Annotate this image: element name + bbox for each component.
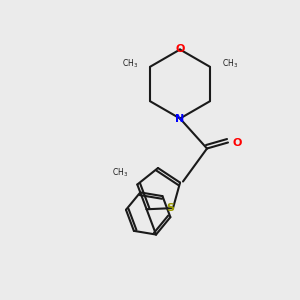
Text: S: S — [166, 203, 174, 213]
Text: N: N — [176, 113, 184, 124]
Text: CH$_3$: CH$_3$ — [222, 58, 238, 70]
Text: O: O — [175, 44, 185, 55]
Text: CH$_3$: CH$_3$ — [112, 166, 128, 178]
Text: CH$_3$: CH$_3$ — [122, 58, 138, 70]
Text: O: O — [232, 137, 242, 148]
